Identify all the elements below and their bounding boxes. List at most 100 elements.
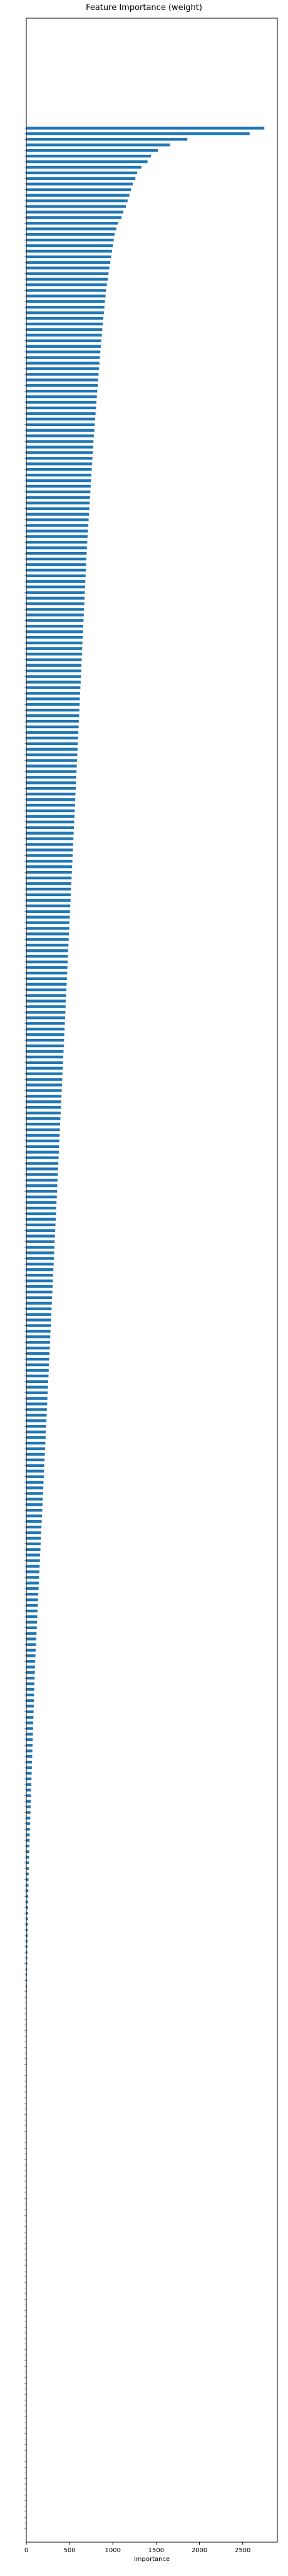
bar	[26, 1038, 64, 1042]
bar	[26, 143, 170, 147]
bar	[26, 708, 80, 712]
bar	[26, 1212, 56, 1216]
bar	[26, 440, 94, 443]
bar	[26, 1872, 29, 1875]
bar	[26, 1710, 34, 1713]
bar	[26, 546, 87, 550]
bar	[26, 1246, 54, 1249]
bar	[26, 1335, 51, 1338]
bar	[26, 1201, 57, 1204]
plot-frame	[26, 18, 278, 2543]
bar	[26, 1520, 42, 1523]
bar	[26, 1934, 28, 1937]
bar	[26, 1783, 32, 1786]
bar	[26, 1587, 39, 1590]
bar	[26, 249, 112, 253]
bar	[26, 1727, 33, 1730]
bar	[26, 1234, 55, 1238]
bar	[26, 350, 101, 353]
bar	[26, 714, 80, 717]
bar	[26, 1682, 34, 1686]
bar	[26, 513, 90, 516]
bar	[26, 1268, 54, 1271]
bar	[26, 1805, 31, 1808]
bar	[26, 725, 79, 729]
bar	[26, 1464, 44, 1468]
bar	[26, 328, 103, 331]
bar	[26, 854, 73, 857]
bar	[26, 1128, 60, 1132]
bar	[26, 1408, 47, 1411]
bar	[26, 1850, 29, 1854]
bar	[26, 1318, 51, 1322]
bar	[26, 1749, 33, 1753]
bar	[26, 289, 106, 292]
bar	[26, 1189, 58, 1193]
bar	[26, 199, 128, 202]
bar	[26, 1592, 39, 1596]
bar	[26, 557, 86, 561]
bar	[26, 1716, 34, 1719]
bar	[26, 1503, 43, 1506]
bar	[26, 619, 84, 622]
bar	[26, 1072, 63, 1075]
bar	[26, 457, 93, 460]
bar	[26, 675, 81, 678]
bar	[26, 977, 67, 981]
bar	[26, 635, 83, 639]
bar	[26, 1156, 59, 1159]
bar	[26, 1095, 62, 1098]
bar	[26, 1771, 32, 1775]
bar	[26, 1939, 28, 1943]
bar	[26, 1676, 35, 1680]
x-axis: 0 500 1000 1500 2000 2500	[24, 2542, 250, 2554]
bar	[26, 1945, 28, 1949]
bar	[26, 1609, 38, 1613]
bar	[26, 1838, 30, 1842]
bar	[26, 216, 122, 219]
bar	[26, 395, 97, 399]
bar	[26, 1385, 48, 1389]
bar	[26, 232, 115, 236]
bar	[26, 904, 71, 907]
bar	[26, 1626, 37, 1629]
bar	[26, 1777, 32, 1781]
bar	[26, 1951, 28, 1954]
bar	[26, 719, 79, 723]
bar	[26, 1509, 43, 1512]
x-tick-label: 1500	[148, 2547, 164, 2554]
bar	[26, 154, 152, 158]
bar	[26, 1033, 64, 1036]
bar	[26, 1693, 34, 1697]
bar	[26, 322, 103, 326]
bar	[26, 1179, 58, 1182]
bar	[26, 138, 188, 141]
bar	[26, 1273, 53, 1277]
bar	[26, 1184, 58, 1187]
bar	[26, 703, 80, 706]
x-tick-label: 1000	[105, 2547, 121, 2554]
bar	[26, 1145, 59, 1148]
bar	[26, 306, 105, 309]
bar	[26, 1162, 59, 1165]
bar	[26, 1223, 56, 1227]
bar	[26, 1279, 53, 1283]
bar	[26, 255, 111, 259]
bar	[26, 1066, 63, 1070]
bar	[26, 1844, 29, 1848]
bar	[26, 1050, 64, 1053]
bar	[26, 205, 126, 208]
bar	[26, 1229, 56, 1232]
bar	[26, 876, 72, 880]
bar	[26, 417, 95, 421]
x-tick-label: 500	[64, 2547, 76, 2554]
bar	[26, 803, 75, 807]
bar	[26, 1917, 28, 1921]
bar	[26, 182, 133, 185]
bar	[26, 848, 73, 852]
bar	[26, 1576, 39, 1579]
bar	[26, 1414, 47, 1417]
bar	[26, 423, 95, 426]
x-tick-label: 2500	[235, 2547, 250, 2554]
bar	[26, 832, 74, 835]
